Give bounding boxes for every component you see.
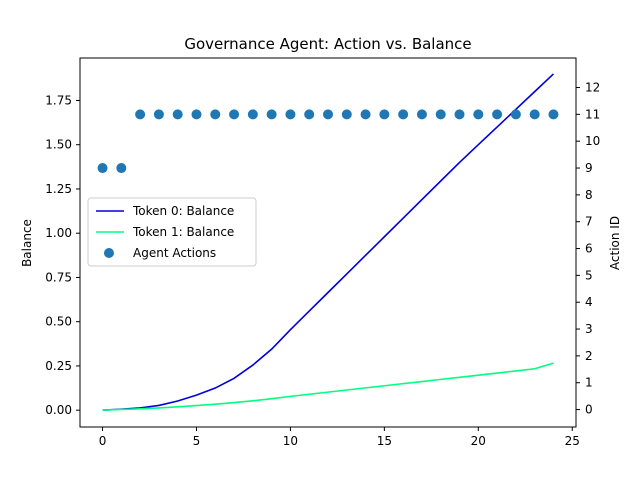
x-tick-label: 15 — [377, 434, 392, 448]
scatter-point — [529, 109, 540, 120]
x-tick-label: 0 — [99, 434, 107, 448]
y2-tick-label: 9 — [585, 161, 593, 175]
y2-tick-label: 4 — [585, 295, 593, 309]
y2-tick-label: 11 — [585, 107, 600, 121]
scatter-point — [379, 109, 390, 120]
scatter-point — [210, 109, 221, 120]
y2-axis-label: Action ID — [608, 216, 622, 270]
series-line-1 — [102, 362, 554, 411]
scatter-point — [285, 109, 296, 120]
x-tick-label: 5 — [193, 434, 201, 448]
x-tick-label: 10 — [283, 434, 298, 448]
y2-tick-label: 6 — [585, 242, 593, 256]
scatter-point — [416, 109, 427, 120]
y-axis: 0.00 0.25 0.50 0.75 1.00 1.25 1.50 1.75 — [45, 93, 80, 417]
y-tick-label: 1.75 — [45, 93, 72, 107]
scatter-point — [191, 109, 202, 120]
plot-frame — [79, 57, 577, 428]
y-axis-label: Balance — [20, 219, 34, 267]
legend-label-token-0: Token 0: Balance — [132, 204, 234, 218]
scatter-point — [323, 109, 333, 120]
scatter-point — [266, 109, 277, 120]
y-tick-label: 0.00 — [45, 403, 72, 417]
y2-tick-label: 0 — [585, 403, 593, 417]
scatter-point — [548, 109, 559, 120]
scatter-point — [435, 109, 446, 120]
scatter-point — [341, 109, 352, 120]
y-tick-label: 1.50 — [45, 138, 72, 152]
legend-swatch-agent-actions — [104, 248, 114, 258]
scatter-point — [304, 109, 315, 120]
y2-tick-label: 12 — [585, 81, 600, 95]
scatter-point — [360, 109, 371, 120]
scatter-point — [492, 109, 503, 120]
series-line-0 — [102, 73, 554, 411]
scatter-point — [116, 163, 127, 174]
y2-tick-label: 3 — [585, 322, 593, 336]
plot-area — [97, 73, 559, 411]
scatter-point — [135, 109, 146, 120]
x-tick-label: 20 — [471, 434, 486, 448]
scatter-point — [229, 109, 240, 120]
y2-tick-label: 5 — [585, 268, 593, 282]
y-tick-label: 1.00 — [45, 226, 72, 240]
legend-label-agent-actions: Agent Actions — [133, 246, 216, 260]
y-tick-label: 0.75 — [45, 270, 72, 284]
x-axis: 0 5 10 15 20 25 — [99, 427, 580, 448]
legend-label-token-1: Token 1: Balance — [132, 225, 234, 239]
scatter-point — [473, 109, 484, 120]
scatter-point — [398, 109, 409, 120]
scatter-point — [153, 109, 164, 120]
legend-box — [87, 197, 257, 267]
y-tick-label: 0.25 — [45, 359, 72, 373]
x-tick-label: 25 — [565, 434, 580, 448]
y2-tick-label: 7 — [585, 215, 593, 229]
y2-tick-label: 2 — [585, 349, 593, 363]
scatter-point — [247, 109, 258, 120]
chart-title: Governance Agent: Action vs. Balance — [184, 35, 471, 53]
scatter-point — [172, 109, 183, 120]
y2-tick-label: 8 — [585, 188, 593, 202]
scatter-point — [510, 109, 521, 120]
scatter-point — [454, 109, 465, 120]
y2-tick-label: 10 — [585, 134, 600, 148]
legend: Token 0: Balance Token 1: Balance Agent … — [87, 197, 257, 267]
y-tick-label: 0.50 — [45, 315, 72, 329]
y2-tick-label: 1 — [585, 376, 593, 390]
scatter-point — [97, 163, 108, 174]
y-tick-label: 1.25 — [45, 182, 72, 196]
